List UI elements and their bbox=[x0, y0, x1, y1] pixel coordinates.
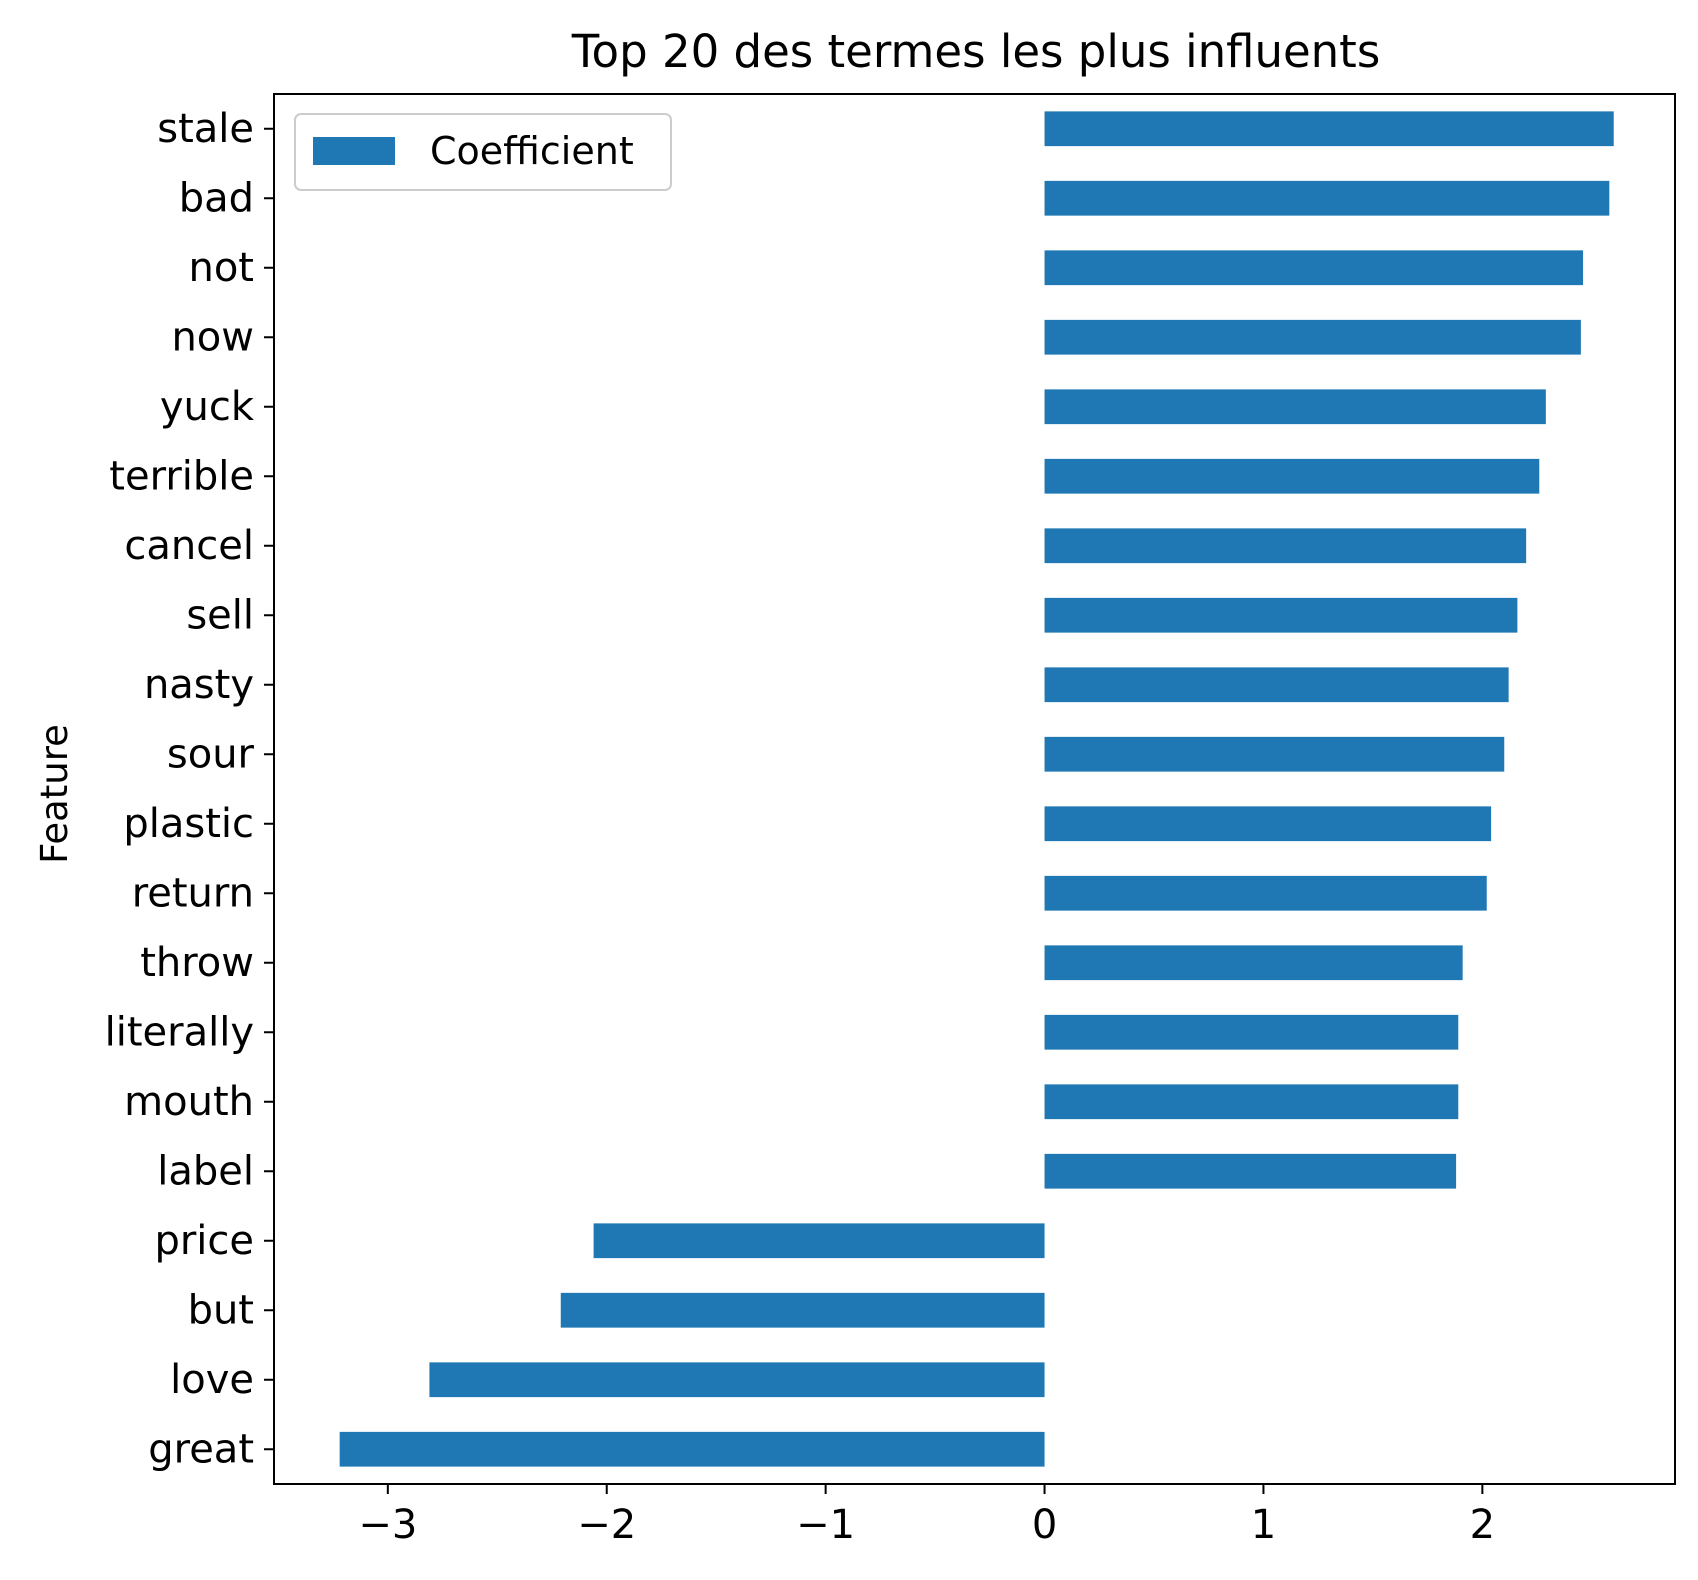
y-tick-label: terrible bbox=[109, 453, 254, 499]
bar-now bbox=[1044, 319, 1581, 355]
x-tick-label: 2 bbox=[1470, 1502, 1495, 1548]
y-tick-label: nasty bbox=[144, 662, 254, 708]
y-tick-label: sour bbox=[167, 731, 255, 777]
bar-terrible bbox=[1044, 458, 1540, 494]
bar-love bbox=[429, 1362, 1045, 1398]
bar-but bbox=[560, 1292, 1045, 1328]
y-tick-label: now bbox=[171, 314, 254, 360]
bar-price bbox=[593, 1223, 1045, 1259]
y-tick-label: great bbox=[148, 1426, 254, 1472]
y-tick-label: label bbox=[157, 1148, 254, 1194]
x-tick-label: 0 bbox=[1032, 1502, 1057, 1548]
bar-bad bbox=[1044, 180, 1610, 216]
legend-label: Coefficient bbox=[430, 129, 634, 173]
bar-literally bbox=[1044, 1014, 1459, 1050]
bar-not bbox=[1044, 250, 1584, 286]
y-tick-label: bad bbox=[179, 175, 254, 221]
legend-box bbox=[294, 113, 672, 191]
y-ticks: stale bad not now yuck terrible cancel sell nast… bbox=[105, 106, 274, 1472]
chart-title: Top 20 des termes les plus influents bbox=[571, 25, 1381, 78]
y-tick-label: throw bbox=[140, 940, 254, 986]
y-tick-label: not bbox=[188, 245, 254, 291]
y-tick-label: plastic bbox=[123, 801, 254, 847]
y-tick-label: sell bbox=[186, 592, 254, 638]
plot-area-frame bbox=[273, 93, 1676, 1485]
y-tick-label: love bbox=[170, 1357, 254, 1403]
bar-stale bbox=[1044, 111, 1614, 147]
y-tick-label: mouth bbox=[124, 1079, 254, 1125]
y-tick-label: price bbox=[154, 1218, 254, 1264]
y-tick-label: return bbox=[132, 870, 254, 916]
legend: Coefficient bbox=[294, 113, 672, 191]
bar-throw bbox=[1044, 945, 1463, 981]
y-tick-label: stale bbox=[157, 106, 254, 152]
y-tick-label: but bbox=[188, 1287, 254, 1333]
bar-sour bbox=[1044, 736, 1505, 772]
bar-yuck bbox=[1044, 389, 1546, 425]
x-tick-label: −1 bbox=[796, 1502, 855, 1548]
bar-cancel bbox=[1044, 528, 1527, 564]
legend-swatch bbox=[313, 137, 395, 165]
bar-mouth bbox=[1044, 1084, 1459, 1120]
y-tick-label: cancel bbox=[124, 523, 254, 569]
y-axis-label: Feature bbox=[33, 724, 76, 864]
x-tick-label: 1 bbox=[1251, 1502, 1276, 1548]
bar-label bbox=[1044, 1153, 1457, 1189]
y-tick-label: yuck bbox=[160, 384, 255, 430]
bar-great bbox=[339, 1431, 1045, 1467]
bars-layer bbox=[339, 111, 1614, 1467]
bar-nasty bbox=[1044, 667, 1509, 703]
bar-sell bbox=[1044, 597, 1518, 633]
x-tick-label: −2 bbox=[577, 1502, 636, 1548]
bar-return bbox=[1044, 875, 1487, 911]
y-tick-label: literally bbox=[105, 1009, 254, 1055]
x-tick-label: −3 bbox=[358, 1502, 417, 1548]
bar-plastic bbox=[1044, 806, 1492, 842]
x-ticks: −3 −2 −1 0 1 2 bbox=[358, 1484, 1495, 1548]
